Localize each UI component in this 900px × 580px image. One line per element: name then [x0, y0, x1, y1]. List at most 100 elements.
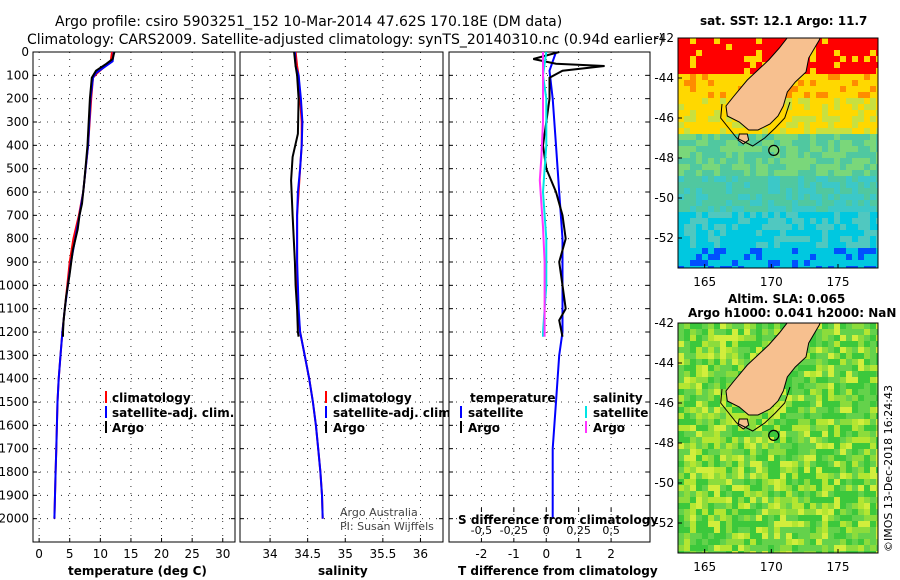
heatmap-cell	[708, 122, 715, 129]
heatmap-cell	[774, 539, 781, 546]
heatmap-cell	[828, 200, 835, 207]
heatmap-cell	[708, 323, 715, 330]
heatmap-cell	[780, 182, 787, 189]
heatmap-cell	[858, 419, 865, 426]
heatmap-cell	[834, 545, 841, 552]
heatmap-cell	[696, 347, 703, 354]
heatmap-cell	[870, 44, 877, 51]
heatmap-cell	[702, 353, 709, 360]
heatmap-cell	[858, 248, 865, 255]
heatmap-cell	[822, 383, 829, 390]
heatmap-cell	[834, 527, 841, 534]
heatmap-cell	[690, 170, 697, 177]
heatmap-cell	[708, 413, 715, 420]
heatmap-cell	[756, 158, 763, 165]
heatmap-cell	[816, 218, 823, 225]
heatmap-cell	[762, 425, 769, 432]
lon-tick-label: 175	[827, 275, 850, 289]
heatmap-cell	[864, 74, 871, 81]
heatmap-cell	[696, 110, 703, 117]
heatmap-cell	[726, 50, 733, 57]
heatmap-cell	[774, 224, 781, 231]
heatmap-cell	[726, 152, 733, 159]
heatmap-cell	[774, 194, 781, 201]
heatmap-cell	[756, 266, 763, 268]
heatmap-cell	[690, 473, 697, 480]
heatmap-cell	[792, 140, 799, 147]
heatmap-cell	[750, 323, 757, 330]
heatmap-cell	[810, 503, 817, 510]
heatmap-cell	[810, 491, 817, 498]
heatmap-cell	[726, 509, 733, 516]
heatmap-cell	[780, 170, 787, 177]
heatmap-cell	[834, 128, 841, 135]
heatmap-cell	[828, 242, 835, 249]
heatmap-cell	[744, 242, 751, 249]
heatmap-cell	[702, 98, 709, 105]
heatmap-cell	[714, 194, 721, 201]
heatmap-cell	[732, 80, 739, 87]
heatmap-cell	[732, 467, 739, 474]
heatmap-cell	[786, 230, 793, 237]
heatmap-cell	[858, 80, 865, 87]
heatmap-cell	[714, 335, 721, 342]
heatmap-cell	[750, 236, 757, 243]
heatmap-cell	[786, 533, 793, 540]
heatmap-cell	[684, 455, 691, 462]
heatmap-cell	[870, 56, 877, 63]
heatmap-cell	[762, 140, 769, 147]
heatmap-cell	[816, 242, 823, 249]
heatmap-cell	[720, 377, 727, 384]
heatmap-cell	[846, 104, 853, 111]
heatmap-cell	[828, 353, 835, 360]
heatmap-cell	[702, 413, 709, 420]
heatmap-cell	[798, 437, 805, 444]
heatmap-cell	[864, 254, 871, 261]
heatmap-cell	[822, 329, 829, 336]
x-tick-label: 1	[575, 547, 583, 561]
y-tick-label: 1900	[0, 488, 29, 502]
heatmap-cell	[750, 158, 757, 165]
heatmap-cell	[750, 152, 757, 159]
heatmap-cell	[810, 545, 817, 552]
difference-frame	[448, 51, 651, 543]
heatmap-cell	[720, 206, 727, 213]
heatmap-cell	[828, 152, 835, 159]
heatmap-cell	[870, 188, 877, 195]
heatmap-cell	[732, 419, 739, 426]
heatmap-cell	[822, 68, 829, 75]
heatmap-cell	[762, 128, 769, 135]
y-tick-label: 500	[6, 162, 29, 176]
heatmap-cell	[714, 509, 721, 516]
heatmap-cell	[726, 491, 733, 498]
heatmap-cell	[876, 122, 878, 129]
heatmap-cell	[822, 347, 829, 354]
heatmap-cell	[840, 122, 847, 129]
heatmap-cell	[708, 359, 715, 366]
heatmap-cell	[750, 194, 757, 201]
heatmap-cell	[720, 425, 727, 432]
heatmap-cell	[696, 383, 703, 390]
heatmap-cell	[684, 194, 691, 201]
heatmap-cell	[696, 140, 703, 147]
heatmap-cell	[858, 176, 865, 183]
heatmap-cell	[774, 521, 781, 528]
heatmap-cell	[768, 242, 775, 249]
heatmap-cell	[738, 407, 745, 414]
heatmap-cell	[864, 509, 871, 516]
heatmap-cell	[714, 521, 721, 528]
heatmap-cell	[780, 515, 787, 522]
heatmap-cell	[798, 164, 805, 171]
heatmap-cell	[786, 383, 793, 390]
heatmap-cell	[876, 206, 878, 213]
heatmap-cell	[804, 176, 811, 183]
heatmap-cell	[870, 425, 877, 432]
heatmap-cell	[834, 407, 841, 414]
heatmap-cell	[720, 521, 727, 528]
heatmap-cell	[708, 455, 715, 462]
heatmap-cell	[816, 176, 823, 183]
heatmap-cell	[684, 92, 691, 99]
heatmap-cell	[834, 329, 841, 336]
heatmap-cell	[708, 50, 715, 57]
heatmap-cell	[852, 110, 859, 117]
